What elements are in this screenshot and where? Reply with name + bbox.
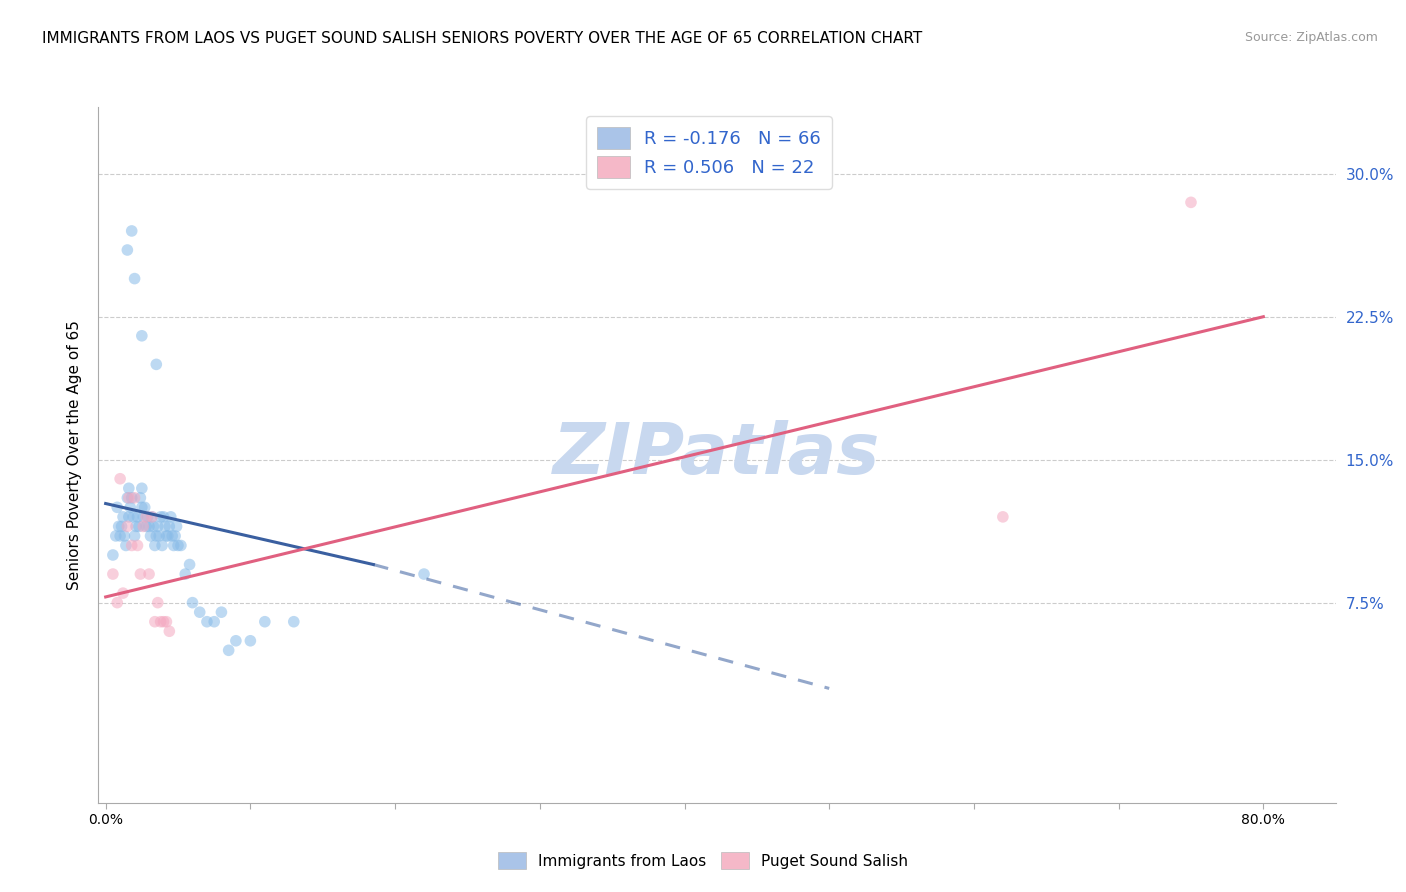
Point	[181, 596, 204, 610]
Point	[146, 519, 169, 533]
Point	[110, 519, 132, 533]
Point	[118, 491, 141, 505]
Point	[138, 567, 160, 582]
Point	[167, 539, 190, 553]
Point	[148, 529, 170, 543]
Point	[152, 509, 174, 524]
Legend: Immigrants from Laos, Puget Sound Salish: Immigrants from Laos, Puget Sound Salish	[492, 846, 914, 875]
Point	[129, 567, 152, 582]
Point	[131, 500, 153, 515]
Point	[179, 558, 201, 572]
Point	[155, 529, 177, 543]
Point	[121, 491, 143, 505]
Point	[117, 243, 139, 257]
Point	[283, 615, 305, 629]
Point	[141, 509, 163, 524]
Point	[115, 539, 138, 553]
Point	[142, 519, 165, 533]
Point	[225, 633, 247, 648]
Point	[108, 529, 131, 543]
Point	[218, 643, 240, 657]
Text: IMMIGRANTS FROM LAOS VS PUGET SOUND SALISH SENIORS POVERTY OVER THE AGE OF 65 CO: IMMIGRANTS FROM LAOS VS PUGET SOUND SALI…	[42, 31, 922, 46]
Point	[141, 509, 163, 524]
Point	[105, 500, 128, 515]
Point	[166, 519, 188, 533]
Point	[174, 567, 197, 582]
Point	[124, 529, 146, 543]
Point	[138, 519, 160, 533]
Point	[145, 529, 167, 543]
Point	[118, 481, 141, 495]
Point	[131, 481, 153, 495]
Point	[157, 519, 180, 533]
Point	[155, 615, 177, 629]
Point	[146, 596, 169, 610]
Point	[108, 472, 131, 486]
Point	[163, 539, 186, 553]
Point	[104, 529, 127, 543]
Point	[136, 509, 159, 524]
Point	[413, 567, 436, 582]
Text: Source: ZipAtlas.com: Source: ZipAtlas.com	[1244, 31, 1378, 45]
Point	[145, 357, 167, 371]
Point	[143, 615, 166, 629]
Y-axis label: Seniors Poverty Over the Age of 65: Seniors Poverty Over the Age of 65	[66, 320, 82, 590]
Text: ZIPatlas: ZIPatlas	[554, 420, 880, 490]
Point	[170, 539, 193, 553]
Point	[134, 500, 156, 515]
Point	[132, 519, 155, 533]
Point	[132, 509, 155, 524]
Point	[209, 605, 232, 619]
Point	[165, 529, 187, 543]
Point	[101, 567, 124, 582]
Legend: R = -0.176   N = 66, R = 0.506   N = 22: R = -0.176 N = 66, R = 0.506 N = 22	[586, 116, 832, 189]
Point	[253, 615, 276, 629]
Point	[118, 509, 141, 524]
Point	[131, 328, 153, 343]
Point	[129, 491, 152, 505]
Point	[101, 548, 124, 562]
Point	[125, 519, 148, 533]
Point	[120, 500, 142, 515]
Point	[149, 615, 172, 629]
Point	[239, 633, 262, 648]
Point	[122, 509, 145, 524]
Point	[149, 509, 172, 524]
Point	[160, 529, 183, 543]
Point	[188, 605, 211, 619]
Point	[117, 519, 139, 533]
Point	[157, 624, 180, 639]
Point	[991, 509, 1014, 524]
Point	[159, 509, 181, 524]
Point	[124, 491, 146, 505]
Point	[121, 539, 143, 553]
Point	[202, 615, 225, 629]
Point	[117, 491, 139, 505]
Point	[143, 539, 166, 553]
Point	[107, 519, 129, 533]
Point	[124, 271, 146, 285]
Point	[127, 509, 149, 524]
Point	[135, 509, 157, 524]
Point	[105, 596, 128, 610]
Point	[139, 529, 162, 543]
Point	[111, 586, 134, 600]
Point	[127, 539, 149, 553]
Point	[153, 519, 176, 533]
Point	[152, 615, 174, 629]
Point	[135, 519, 157, 533]
Point	[111, 509, 134, 524]
Point	[156, 529, 179, 543]
Point	[195, 615, 218, 629]
Point	[121, 224, 143, 238]
Point	[128, 519, 150, 533]
Point	[114, 529, 136, 543]
Point	[1180, 195, 1202, 210]
Point	[150, 539, 173, 553]
